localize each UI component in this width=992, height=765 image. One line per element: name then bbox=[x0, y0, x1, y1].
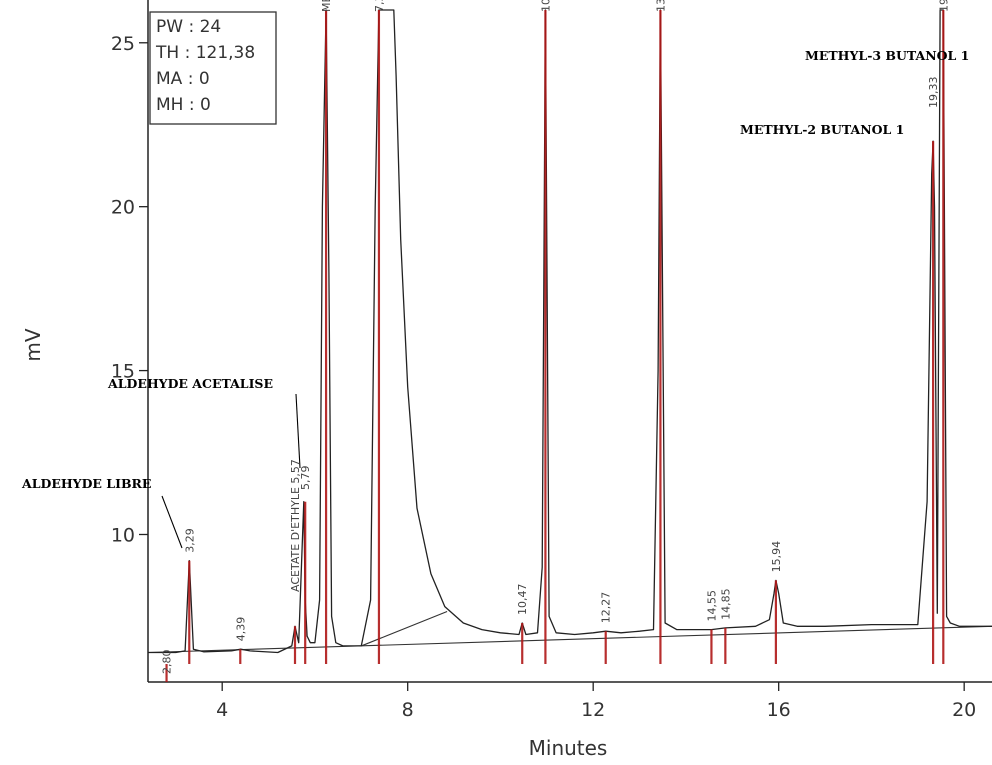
axes: 4 8 12 16 20 10 15 20 25 bbox=[111, 0, 992, 721]
integration-param: MA : 0 bbox=[156, 69, 210, 89]
compound-annotation: METHYL-3 BUTANOL 1 bbox=[805, 48, 969, 63]
peak-label: 15,94 bbox=[770, 541, 783, 573]
compound-annotation: ALDEHYDE ACETALISE bbox=[107, 376, 273, 391]
x-tick-label: 12 bbox=[581, 699, 605, 721]
peak-markers bbox=[165, 10, 945, 682]
signal-trace bbox=[148, 9, 992, 654]
peak-label: 3,29 bbox=[183, 528, 196, 553]
baseline-segment bbox=[147, 625, 992, 654]
peak-label: 10,97 bbox=[539, 0, 552, 12]
baseline-segment bbox=[361, 611, 448, 647]
integration-param: MH : 0 bbox=[156, 95, 211, 115]
compound-annotations: METHYL-3 BUTANOL 1 METHYL-2 BUTANOL 1 ALDE… bbox=[21, 48, 969, 549]
peak-label: 4,39 bbox=[234, 617, 247, 642]
annotation-leader-line bbox=[295, 393, 301, 469]
peak-label: 10,47 bbox=[516, 583, 529, 615]
peak-label: 13,45 bbox=[654, 0, 667, 12]
peak-label: 14,85 bbox=[719, 588, 732, 620]
y-axis-title: mV bbox=[21, 328, 45, 361]
x-tick-label: 8 bbox=[402, 699, 414, 721]
peak-labels: 2,80 3,29 4,39 ACETATE D'ETHYLE 5,575,79 MET… bbox=[161, 0, 951, 674]
y-tick-label: 20 bbox=[111, 197, 135, 219]
peak-label: 2,80 bbox=[161, 650, 174, 675]
x-tick-label: 4 bbox=[216, 699, 228, 721]
chromatogram-line bbox=[148, 9, 992, 654]
params-box-frame bbox=[149, 11, 277, 125]
peak-label: METHANOL 6,24 bbox=[320, 0, 333, 12]
peak-label: 5,79 bbox=[299, 466, 312, 491]
x-tick-label: 20 bbox=[952, 699, 976, 721]
peak-label: 12,27 bbox=[600, 592, 613, 624]
integration-param: TH : 121,38 bbox=[155, 43, 255, 63]
x-tick-label: 16 bbox=[767, 699, 791, 721]
compound-annotation: ALDEHYDE LIBRE bbox=[21, 476, 151, 491]
integration-baselines bbox=[147, 611, 992, 654]
integration-params-box: PW : 24 TH : 121,38 MA : 0 MH : 0 bbox=[149, 11, 277, 125]
peak-label: 19,33 bbox=[927, 77, 940, 109]
y-tick-label: 10 bbox=[111, 524, 135, 546]
peak-label: 7,38 bbox=[373, 0, 386, 12]
y-tick-label: 15 bbox=[111, 361, 135, 383]
annotation-leader-line bbox=[161, 495, 183, 549]
peak-label: 14,55 bbox=[705, 590, 718, 622]
x-axis-title: Minutes bbox=[529, 736, 608, 760]
y-tick-label: 25 bbox=[111, 33, 135, 55]
integration-param: PW : 24 bbox=[156, 17, 221, 37]
compound-annotation: METHYL-2 BUTANOL 1 bbox=[740, 122, 904, 137]
peak-label: ACETATE D'ETHYLE 5,57 bbox=[289, 459, 302, 592]
peak-label: 19,55 bbox=[937, 0, 950, 12]
